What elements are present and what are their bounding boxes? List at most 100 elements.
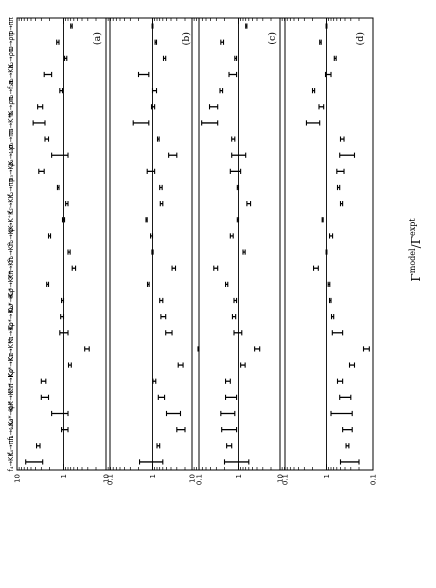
error-bar	[236, 217, 240, 223]
category-label: ρ₃→ωπ	[7, 144, 15, 166]
category-label: f′₂→KK	[7, 225, 15, 246]
error-bar	[325, 23, 328, 29]
error-bar	[305, 120, 321, 126]
category-label: K₃*→K*π	[7, 384, 15, 411]
error-bar	[159, 184, 163, 191]
error-bar	[246, 201, 252, 207]
error-bar	[223, 459, 250, 465]
error-bar	[328, 297, 332, 304]
error-bar	[132, 120, 150, 126]
panel-a: 0.1 1 10 (a)	[14, 17, 115, 485]
error-bar	[56, 39, 60, 45]
panel-label: (a)	[92, 32, 103, 45]
error-bar	[319, 39, 322, 45]
category-label: ω→ρπ	[7, 33, 15, 52]
category-label: a₂→KK	[7, 63, 15, 85]
error-bar	[339, 459, 360, 465]
panels-group: 0.1 1 10 (a) 0.1 1 10 (b) 0.1 1 10 (c) 0.1 1 10 (d)	[14, 17, 378, 485]
error-bar	[160, 314, 167, 320]
error-bar	[56, 184, 60, 191]
tick-label: 1	[235, 474, 243, 478]
category-label: ρ→ππ	[7, 17, 15, 35]
category-label: K₂*→Kρ	[7, 288, 15, 312]
panel-label: (c)	[267, 32, 278, 45]
error-bar	[146, 168, 156, 174]
error-bar	[221, 427, 238, 433]
panel-label: (b)	[181, 32, 192, 46]
error-bar	[312, 265, 319, 271]
error-bar	[159, 297, 164, 304]
error-bar	[138, 459, 164, 465]
tick-label: 1	[60, 474, 68, 478]
panel-label: (d)	[355, 32, 366, 46]
category-label: K₃*→Kπ	[7, 353, 15, 377]
error-bar	[220, 39, 225, 45]
error-bar	[151, 88, 158, 94]
error-bar	[254, 346, 261, 352]
error-bar	[220, 410, 236, 417]
error-bar	[330, 314, 335, 320]
error-bar	[61, 217, 66, 223]
error-bar	[150, 104, 156, 110]
error-bar	[224, 378, 231, 384]
tick-label: 0.1	[196, 474, 204, 485]
error-bar	[245, 23, 248, 29]
error-bar	[168, 152, 178, 158]
error-bar	[46, 281, 50, 287]
tick-label: 0.1	[282, 474, 290, 485]
error-bar	[156, 136, 160, 142]
category-label: f₂→KK	[7, 193, 15, 213]
error-bar	[35, 443, 41, 449]
error-bar	[171, 265, 177, 271]
error-bar	[37, 104, 44, 110]
error-bar	[328, 233, 334, 239]
error-bar	[38, 168, 45, 174]
error-bar	[348, 362, 356, 368]
error-bar	[156, 443, 161, 449]
error-bar	[231, 314, 237, 320]
error-bar	[40, 394, 50, 400]
error-bar	[32, 120, 46, 126]
panel-b: 0.1 1 10 (b)	[103, 17, 204, 485]
tick-label: 10	[189, 474, 197, 483]
error-bar	[331, 330, 344, 336]
category-label: a₂→ρπ	[7, 48, 15, 68]
error-bar	[51, 152, 69, 158]
error-bar	[165, 330, 173, 336]
error-bar	[231, 136, 236, 142]
error-bar	[226, 443, 233, 449]
category-label: K₃*→φK	[7, 401, 15, 426]
error-bar	[321, 217, 324, 223]
category-label: f₄→ππ	[7, 437, 15, 455]
tick-label: 0.1	[370, 474, 378, 485]
error-bar	[219, 88, 224, 94]
error-bar	[197, 346, 200, 352]
error-bar	[60, 314, 65, 320]
error-bar	[59, 88, 64, 94]
category-label: f₄→ωω	[7, 418, 15, 440]
error-bar	[25, 459, 44, 465]
category-label: φ→K⁺K⁻	[7, 207, 15, 233]
error-bar	[236, 184, 240, 191]
error-bar	[311, 88, 316, 94]
error-bar	[339, 136, 345, 142]
error-bar	[40, 378, 47, 384]
error-bar	[336, 184, 341, 191]
error-bar	[71, 265, 77, 271]
error-bar	[145, 217, 148, 223]
error-bar	[43, 71, 53, 78]
error-bar	[233, 330, 243, 336]
error-bar	[84, 346, 90, 352]
category-label: π₂→K*K	[7, 110, 15, 135]
category-label: ρ₃→KK	[7, 160, 15, 182]
error-bar	[177, 362, 184, 368]
error-bar	[162, 55, 167, 61]
category-label: K₁→Kρ	[7, 322, 15, 343]
error-bar	[59, 330, 69, 336]
category-label: π₂→ρπ	[7, 97, 15, 117]
error-bar	[234, 55, 238, 61]
category-labels: ρ→ππω→ρπa₂→ρπa₂→KKπ₂→f₂ππ₂→ρππ₂→K*Kρ₃→ππ…	[7, 17, 15, 471]
category-label: ρ₃→ππ	[7, 129, 15, 149]
category-label: K₂*→Kω	[7, 303, 15, 329]
